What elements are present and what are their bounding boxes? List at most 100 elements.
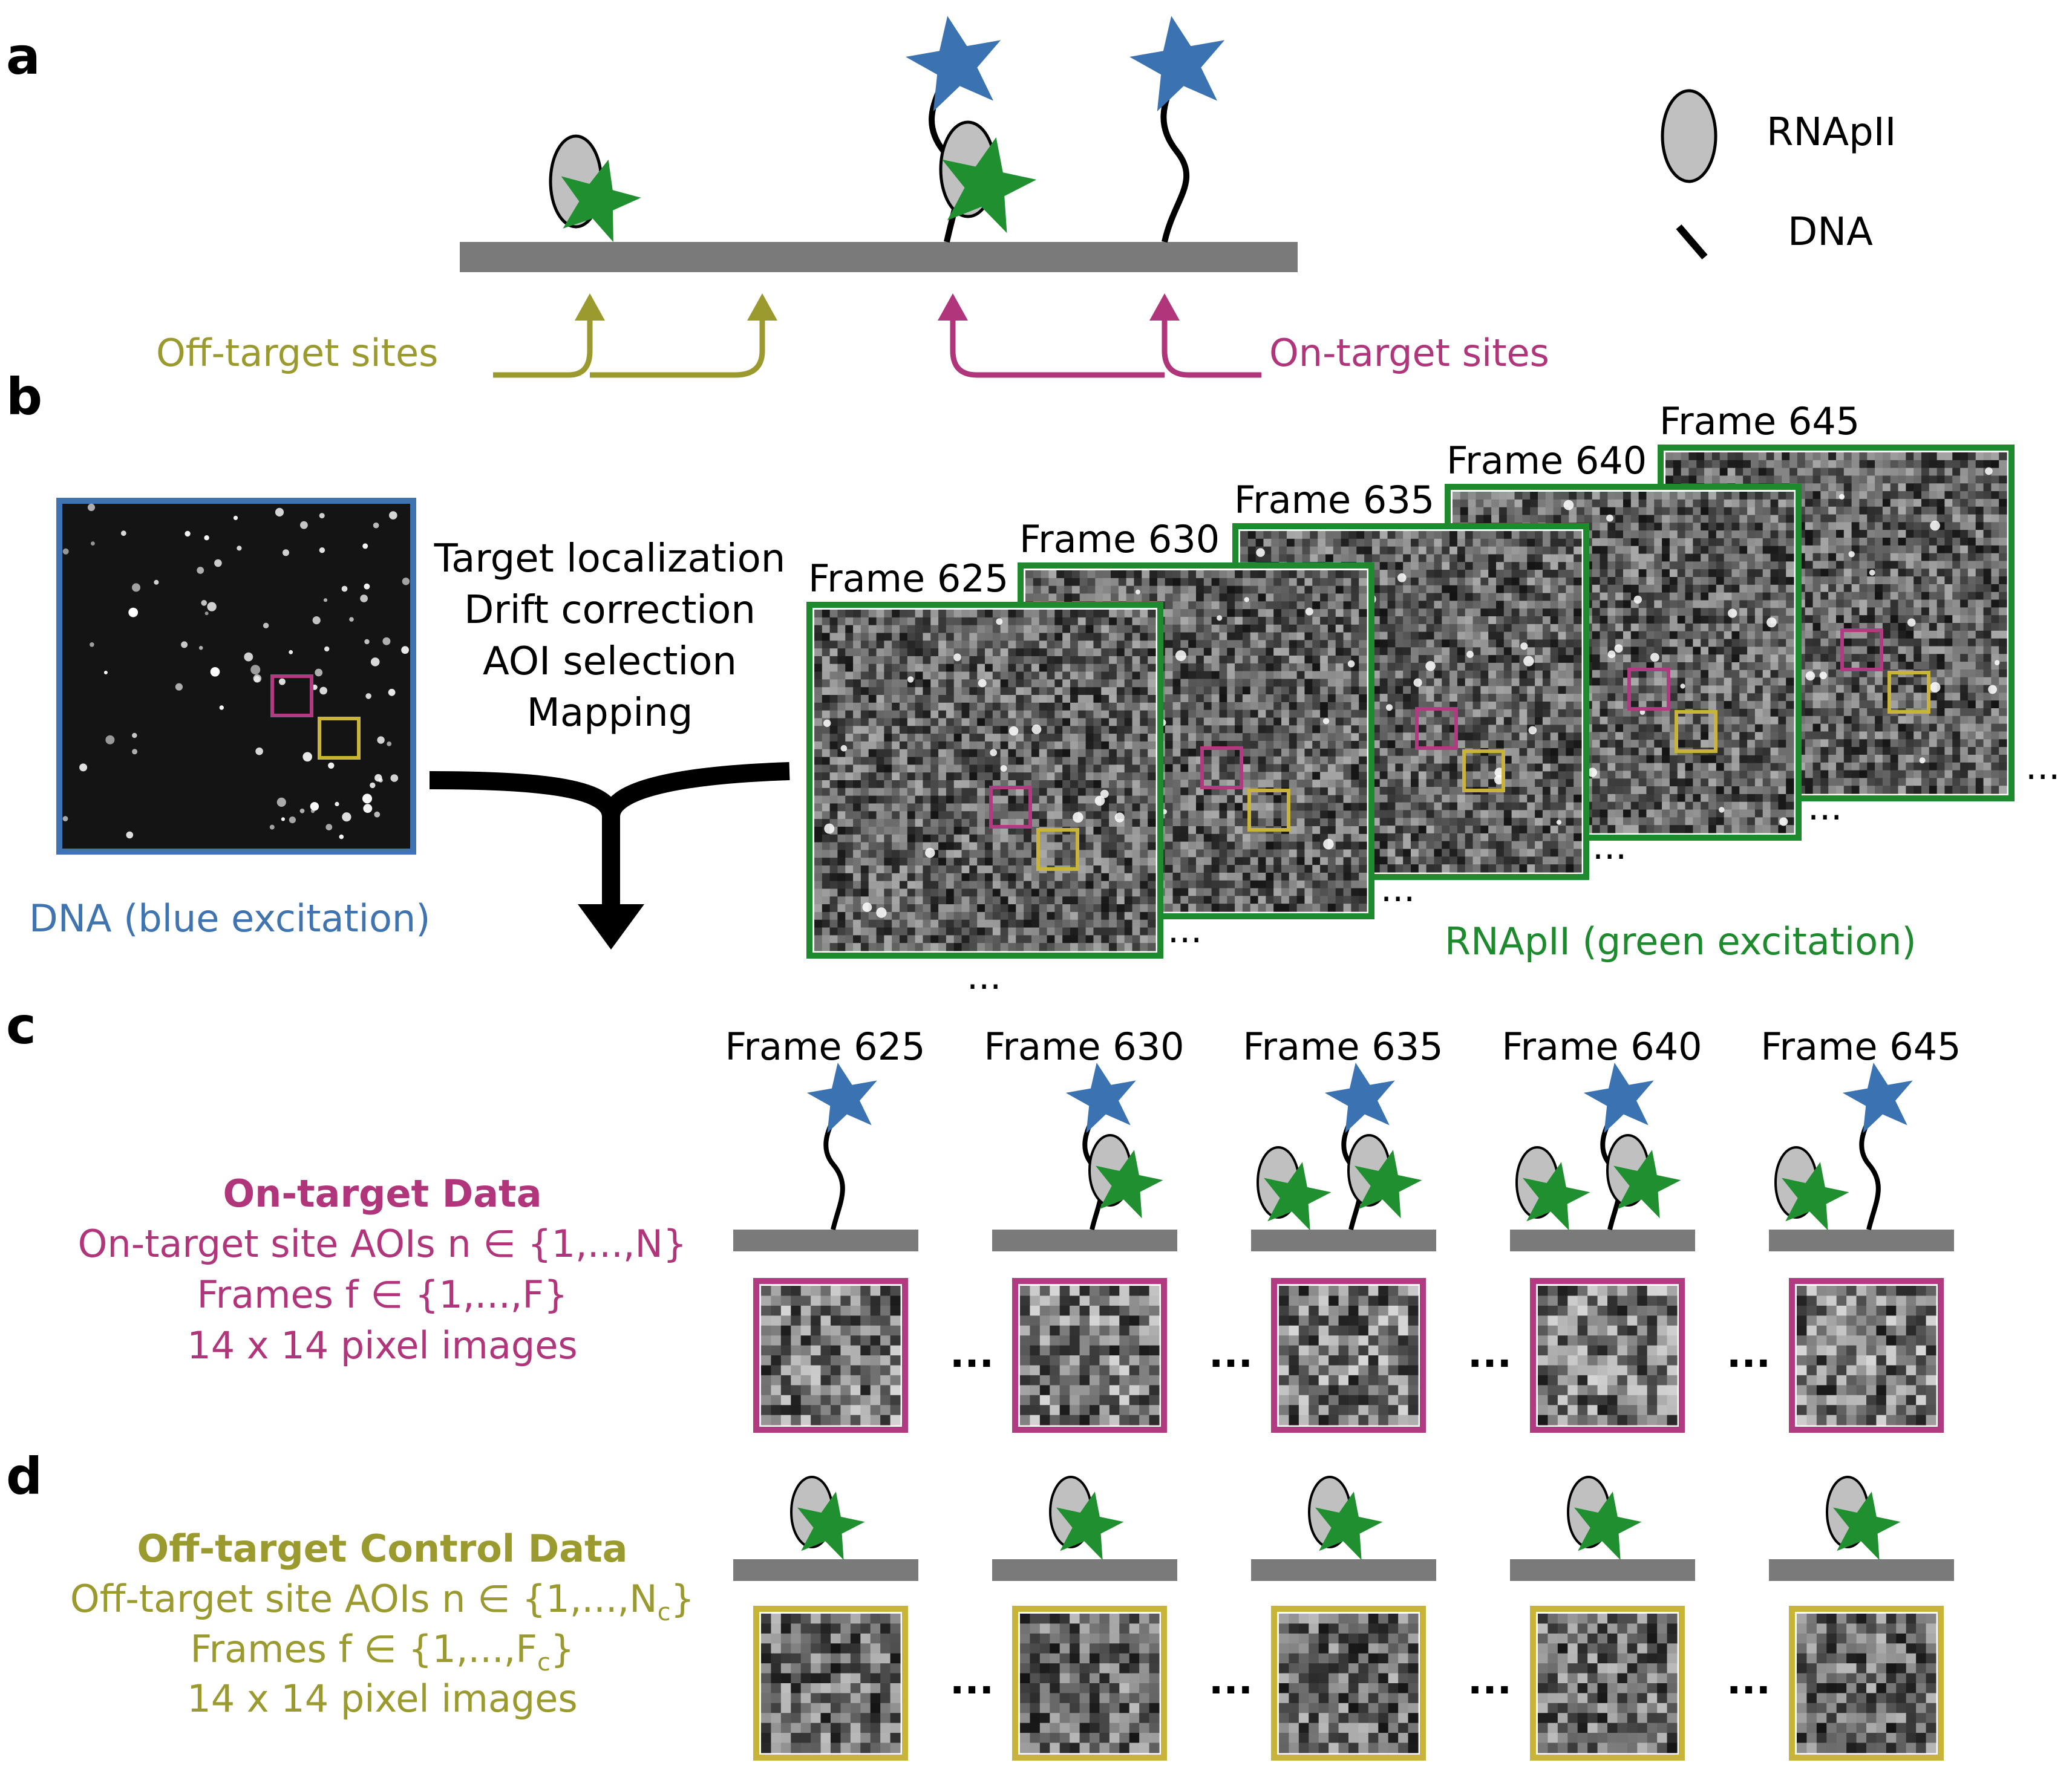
panel-c-letter: c (6, 996, 36, 1055)
dna-spot (253, 674, 262, 683)
dna-spot (197, 567, 204, 574)
dna-spot (349, 617, 354, 622)
dna-spot (198, 645, 203, 650)
on-target-title: On-target Data (223, 1172, 541, 1216)
dna-spot (389, 511, 397, 520)
on-target-column-0: Frame 625... (725, 1025, 994, 1433)
dna-legend-icon (1676, 224, 1708, 259)
off-target-title: Off-target Control Data (137, 1527, 627, 1571)
off-target-aoi-image (753, 1606, 908, 1761)
dna-aoi-off-target (318, 717, 361, 760)
off-target-column-2: ... (1251, 1476, 1512, 1761)
off-target-column-3: ... (1510, 1476, 1771, 1761)
rnapii-icon (1345, 1134, 1427, 1221)
stack-ellipsis-4: ... (1592, 826, 1627, 868)
column-ellipsis: ... (1468, 1658, 1512, 1703)
step-target-localization: Target localization (434, 536, 786, 581)
rnapii-legend-icon (1661, 89, 1717, 183)
dna-spot (370, 657, 380, 666)
column-ellipsis: ... (950, 1658, 994, 1703)
dna-spot (132, 732, 137, 738)
frame-aoi-on-target (1415, 707, 1458, 750)
rnapii-icon (1514, 1146, 1595, 1233)
dna-spot (185, 530, 191, 537)
step-aoi-selection: AOI selection (483, 639, 737, 684)
dna-spot (87, 503, 96, 512)
dna-spot (244, 652, 253, 662)
aoi-pixels (1020, 1614, 1160, 1753)
frame-aoi-on-target (989, 786, 1032, 829)
dna-spot (325, 824, 333, 830)
on-target-column-3: Frame 640... (1502, 1025, 1771, 1433)
dna-spot (201, 600, 208, 606)
dna-spot (214, 559, 222, 567)
column-ellipsis: ... (1209, 1658, 1253, 1703)
rnapii-off-target-a (548, 134, 649, 246)
frame-aoi-on-target (1840, 628, 1883, 671)
column-frame-title: Frame 625 (725, 1025, 925, 1069)
off-target-columns: ............ (733, 1476, 1954, 1761)
off-target-aoi-line: Off-target site AOIs n ∈ {1,...,Nc} (70, 1577, 694, 1626)
aoi-pixels (761, 1614, 901, 1753)
dna-spot (390, 774, 399, 782)
dna-spot (362, 543, 368, 549)
legend: RNApII DNA (1661, 89, 1897, 259)
dna-spot (263, 622, 269, 629)
panel-d-letter: d (6, 1447, 42, 1506)
merge-arrow (429, 762, 790, 950)
dna-spot (233, 515, 238, 520)
stack-ellipsis-3: ... (1381, 868, 1415, 910)
dna-spot (278, 678, 286, 685)
dna-spot (132, 583, 140, 592)
dna-spot (402, 578, 410, 585)
aoi-pixels (1797, 1286, 1936, 1426)
dna-spot (105, 735, 115, 745)
column-ellipsis: ... (950, 1332, 994, 1377)
step-mapping: Mapping (527, 691, 693, 735)
dna-spot (382, 637, 391, 645)
dna-spot (370, 782, 376, 789)
dna-image (56, 498, 416, 855)
frame-aoi-off-target (1675, 710, 1717, 753)
rnapii-icon (1087, 1134, 1168, 1221)
dna-spot (132, 749, 138, 755)
column-frame-title: Frame 630 (984, 1025, 1184, 1069)
dna-spot (362, 794, 372, 804)
dna-spot (255, 747, 263, 755)
rnapii-icon (1773, 1146, 1854, 1233)
column-ellipsis: ... (1468, 1332, 1512, 1377)
dna-spot (401, 646, 409, 654)
rnapii-icon (1604, 1134, 1686, 1221)
dna-spot (319, 547, 325, 553)
column-frame-title: Frame 640 (1502, 1025, 1702, 1069)
dna-spot (360, 595, 368, 602)
on-target-aoi-image (1271, 1278, 1426, 1433)
stack-ellipsis-6: ... (2025, 746, 2060, 788)
dna-spot (312, 616, 321, 625)
dna-spot (120, 530, 126, 536)
dna-bar (460, 242, 1298, 272)
dna-spot (275, 507, 284, 517)
dna-spot (204, 611, 209, 616)
dna-spot (62, 816, 68, 821)
dna-spot (126, 831, 134, 839)
aoi-pixels (1538, 1286, 1678, 1426)
frame-image-0: Frame 625 (806, 556, 1163, 959)
dna-spots (62, 503, 410, 839)
dna-spot (328, 762, 335, 769)
dna-spot (269, 824, 275, 830)
dna-spot (319, 513, 325, 519)
aoi-pixels (761, 1286, 901, 1426)
frame-aoi-on-target (1627, 668, 1670, 711)
off-target-aoi-image (1271, 1606, 1426, 1761)
off-target-description: Off-target Control Data Off-target site … (70, 1527, 694, 1721)
dna-spot (377, 736, 385, 744)
on-target-column-1: Frame 630... (984, 1025, 1253, 1433)
dna-spot (219, 705, 224, 710)
stack-ellipsis-2: ... (1168, 909, 1202, 951)
off-target-arrowhead-2 (747, 293, 777, 321)
dna-spot (365, 693, 371, 699)
on-target-arrows (950, 308, 1261, 378)
off-target-column-4 (1769, 1476, 1954, 1761)
rnapii-icon (1306, 1476, 1388, 1563)
